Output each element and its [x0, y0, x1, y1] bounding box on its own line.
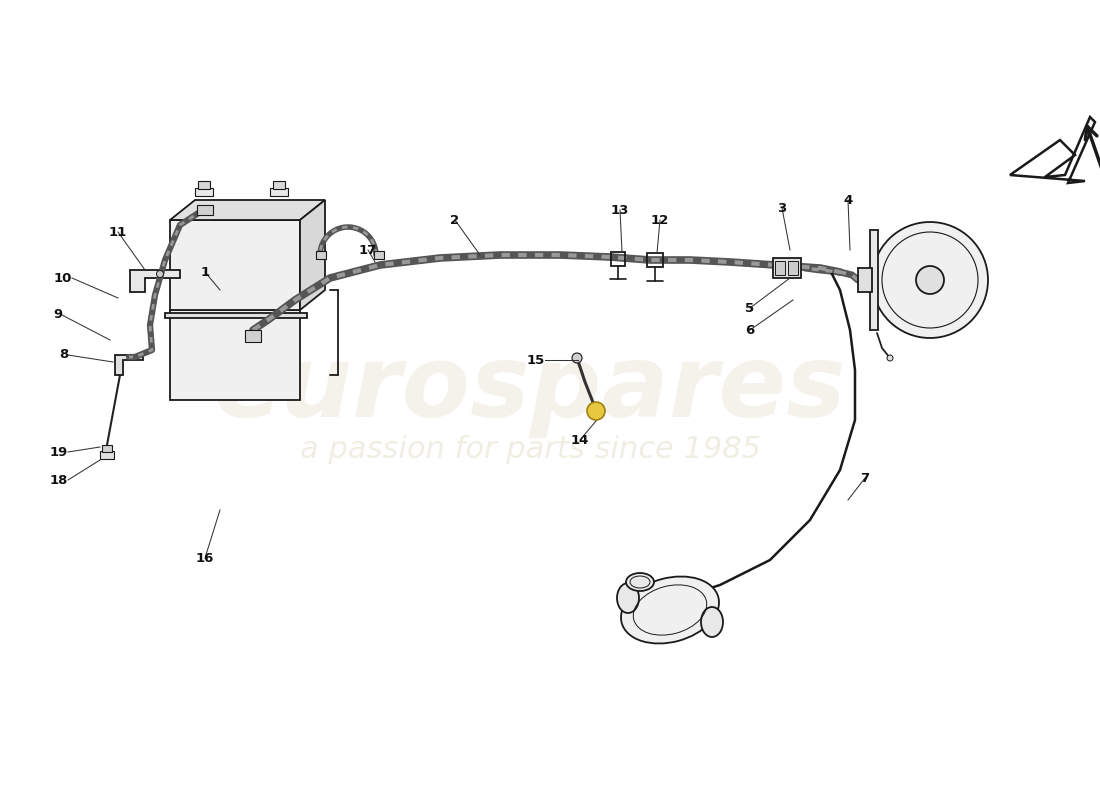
Text: 7: 7	[860, 471, 870, 485]
Bar	[788, 261, 798, 275]
Text: 3: 3	[778, 202, 786, 214]
Text: 17: 17	[359, 243, 377, 257]
Text: eurospares: eurospares	[213, 342, 846, 438]
Bar	[197, 205, 213, 215]
Bar	[198, 181, 210, 189]
Circle shape	[887, 355, 893, 361]
Text: 11: 11	[109, 226, 128, 238]
Text: 18: 18	[50, 474, 68, 486]
Polygon shape	[116, 355, 143, 375]
Bar	[858, 268, 872, 292]
Text: 14: 14	[571, 434, 590, 446]
Text: 15: 15	[527, 354, 544, 366]
Bar	[374, 251, 384, 259]
Circle shape	[156, 270, 164, 278]
Text: 8: 8	[58, 349, 68, 362]
Ellipse shape	[626, 573, 654, 591]
Text: 19: 19	[50, 446, 68, 458]
Circle shape	[916, 266, 944, 294]
Polygon shape	[1010, 117, 1094, 183]
Text: 16: 16	[196, 551, 214, 565]
Bar	[165, 313, 307, 318]
Text: 9: 9	[53, 309, 62, 322]
Bar	[870, 230, 878, 330]
Polygon shape	[300, 200, 324, 310]
Text: 1: 1	[200, 266, 210, 278]
Ellipse shape	[701, 607, 723, 637]
Polygon shape	[170, 310, 300, 400]
Bar	[316, 251, 326, 259]
Circle shape	[872, 222, 988, 338]
Text: 10: 10	[54, 271, 72, 285]
Bar	[773, 258, 801, 278]
Bar	[273, 181, 285, 189]
Text: 12: 12	[651, 214, 669, 226]
Bar	[270, 188, 288, 196]
Text: 4: 4	[844, 194, 852, 206]
Polygon shape	[170, 200, 324, 220]
Ellipse shape	[621, 577, 719, 643]
Bar	[195, 188, 213, 196]
Text: a passion for parts since 1985: a passion for parts since 1985	[299, 435, 760, 465]
Bar	[102, 445, 112, 452]
Text: 6: 6	[746, 323, 755, 337]
Text: 5: 5	[746, 302, 755, 314]
Circle shape	[572, 353, 582, 363]
Polygon shape	[130, 270, 180, 292]
Text: 13: 13	[610, 203, 629, 217]
Polygon shape	[170, 220, 300, 310]
Bar	[245, 330, 261, 342]
Bar	[776, 261, 785, 275]
Text: 2: 2	[450, 214, 460, 226]
Ellipse shape	[617, 583, 639, 613]
Circle shape	[587, 402, 605, 420]
Bar	[100, 451, 114, 459]
